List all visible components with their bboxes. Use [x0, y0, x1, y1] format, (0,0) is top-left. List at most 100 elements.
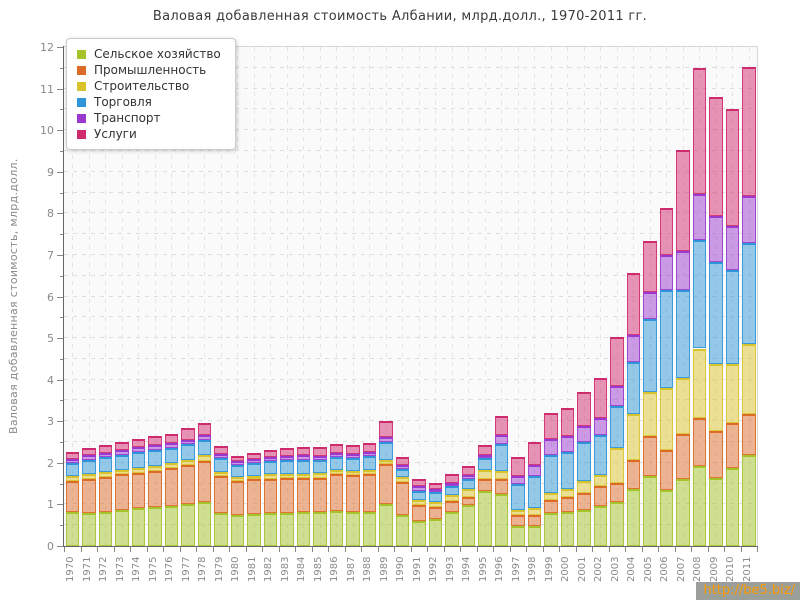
bar-segment-1984-2[interactable] [296, 473, 310, 478]
bar-segment-2003-2[interactable] [610, 447, 624, 483]
bar-segment-1977-3[interactable] [181, 444, 195, 460]
bar-segment-1998-3[interactable] [527, 476, 541, 509]
bar-segment-1979-2[interactable] [214, 471, 228, 477]
bar-segment-2008-4[interactable] [692, 194, 706, 240]
bar-segment-1985-1[interactable] [313, 477, 327, 512]
bar-segment-1970-3[interactable] [65, 462, 79, 477]
bar-segment-2009-4[interactable] [709, 216, 723, 262]
bar-segment-2009-0[interactable] [709, 477, 723, 546]
bar-segment-1998-1[interactable] [527, 514, 541, 527]
bar-segment-1982-5[interactable] [263, 449, 277, 458]
bar-segment-1995-5[interactable] [478, 444, 492, 455]
bar-segment-2011-0[interactable] [742, 454, 756, 546]
bar-segment-1997-2[interactable] [511, 509, 525, 516]
bar-segment-1996-3[interactable] [494, 444, 508, 472]
bar-segment-1979-4[interactable] [214, 453, 228, 458]
bar-segment-1997-4[interactable] [511, 476, 525, 485]
bar-segment-1989-4[interactable] [379, 437, 393, 443]
bar-segment-2010-3[interactable] [725, 269, 739, 364]
bar-segment-1992-2[interactable] [428, 501, 442, 507]
bar-segment-1987-1[interactable] [346, 475, 360, 512]
bar-segment-2004-4[interactable] [626, 334, 640, 363]
bar-segment-1982-0[interactable] [263, 513, 277, 546]
bar-segment-1998-4[interactable] [527, 464, 541, 477]
bar-segment-1986-3[interactable] [329, 457, 343, 471]
bar-segment-1986-0[interactable] [329, 510, 343, 546]
bar-segment-1989-3[interactable] [379, 442, 393, 460]
bar-segment-2004-3[interactable] [626, 362, 640, 415]
bar-segment-2009-3[interactable] [709, 261, 723, 364]
bar-segment-1974-1[interactable] [131, 472, 145, 509]
bar-segment-1992-3[interactable] [428, 491, 442, 502]
bar-segment-1993-3[interactable] [445, 486, 459, 495]
bar-segment-1984-3[interactable] [296, 459, 310, 474]
bar-segment-1978-1[interactable] [197, 460, 211, 503]
bar-segment-1983-5[interactable] [280, 447, 294, 456]
bar-segment-1970-1[interactable] [65, 481, 79, 512]
bar-segment-1996-1[interactable] [494, 478, 508, 495]
bar-segment-1981-4[interactable] [247, 458, 261, 463]
bar-segment-1977-4[interactable] [181, 439, 195, 445]
bar-segment-2000-0[interactable] [560, 512, 574, 546]
bar-segment-2002-1[interactable] [593, 485, 607, 506]
bar-segment-1994-5[interactable] [461, 466, 475, 476]
bar-segment-2005-5[interactable] [643, 241, 657, 292]
bar-segment-2005-1[interactable] [643, 435, 657, 477]
bar-segment-1979-0[interactable] [214, 513, 228, 546]
bar-segment-1978-4[interactable] [197, 434, 211, 440]
bar-segment-2004-2[interactable] [626, 414, 640, 460]
bar-segment-2002-2[interactable] [593, 475, 607, 486]
bar-segment-1973-0[interactable] [115, 509, 129, 546]
bar-segment-2005-0[interactable] [643, 476, 657, 546]
bar-segment-1975-2[interactable] [148, 466, 162, 472]
bar-segment-2001-5[interactable] [577, 391, 591, 426]
bar-segment-1976-2[interactable] [164, 462, 178, 468]
bar-segment-2001-2[interactable] [577, 481, 591, 493]
bar-segment-2005-4[interactable] [643, 291, 657, 319]
bar-segment-1981-5[interactable] [247, 452, 261, 459]
bar-segment-2001-1[interactable] [577, 492, 591, 510]
bar-segment-2004-0[interactable] [626, 489, 640, 546]
bar-segment-1988-5[interactable] [362, 442, 376, 452]
bar-segment-2003-4[interactable] [610, 386, 624, 407]
bar-segment-1990-3[interactable] [395, 469, 409, 477]
bar-segment-1982-3[interactable] [263, 461, 277, 475]
bar-segment-2008-1[interactable] [692, 417, 706, 467]
bar-segment-1980-4[interactable] [230, 461, 244, 465]
bar-segment-1980-0[interactable] [230, 514, 244, 546]
bar-segment-1982-4[interactable] [263, 457, 277, 462]
bar-segment-2005-3[interactable] [643, 318, 657, 393]
bar-segment-1989-0[interactable] [379, 504, 393, 546]
bar-segment-1976-0[interactable] [164, 505, 178, 546]
bar-segment-1976-1[interactable] [164, 467, 178, 506]
bar-segment-1976-4[interactable] [164, 443, 178, 449]
bar-segment-2003-0[interactable] [610, 502, 624, 546]
bar-segment-2005-2[interactable] [643, 392, 657, 436]
bar-segment-1999-4[interactable] [544, 439, 558, 456]
bar-segment-2008-2[interactable] [692, 348, 706, 418]
bar-segment-1977-5[interactable] [181, 428, 195, 440]
bar-segment-1996-0[interactable] [494, 494, 508, 546]
bar-segment-1996-2[interactable] [494, 471, 508, 479]
bar-segment-1986-5[interactable] [329, 443, 343, 453]
bar-segment-1993-1[interactable] [445, 500, 459, 512]
bar-segment-1978-2[interactable] [197, 455, 211, 461]
bar-segment-1985-5[interactable] [313, 446, 327, 457]
bar-segment-1975-4[interactable] [148, 444, 162, 450]
bar-segment-2003-1[interactable] [610, 482, 624, 503]
bar-segment-1999-3[interactable] [544, 455, 558, 493]
bar-segment-1981-0[interactable] [247, 513, 261, 546]
bar-segment-1975-1[interactable] [148, 471, 162, 507]
bar-segment-1986-2[interactable] [329, 470, 343, 475]
bar-segment-1981-1[interactable] [247, 479, 261, 514]
bar-segment-2007-4[interactable] [676, 250, 690, 291]
bar-segment-1970-5[interactable] [65, 452, 79, 459]
bar-segment-1970-0[interactable] [65, 511, 79, 546]
bar-segment-1981-2[interactable] [247, 475, 261, 480]
bar-segment-2004-5[interactable] [626, 273, 640, 335]
bar-segment-1994-0[interactable] [461, 505, 475, 546]
bar-segment-1975-0[interactable] [148, 506, 162, 546]
bar-segment-1971-5[interactable] [82, 448, 96, 456]
bar-segment-1993-4[interactable] [445, 482, 459, 487]
bar-segment-1991-4[interactable] [412, 486, 426, 491]
